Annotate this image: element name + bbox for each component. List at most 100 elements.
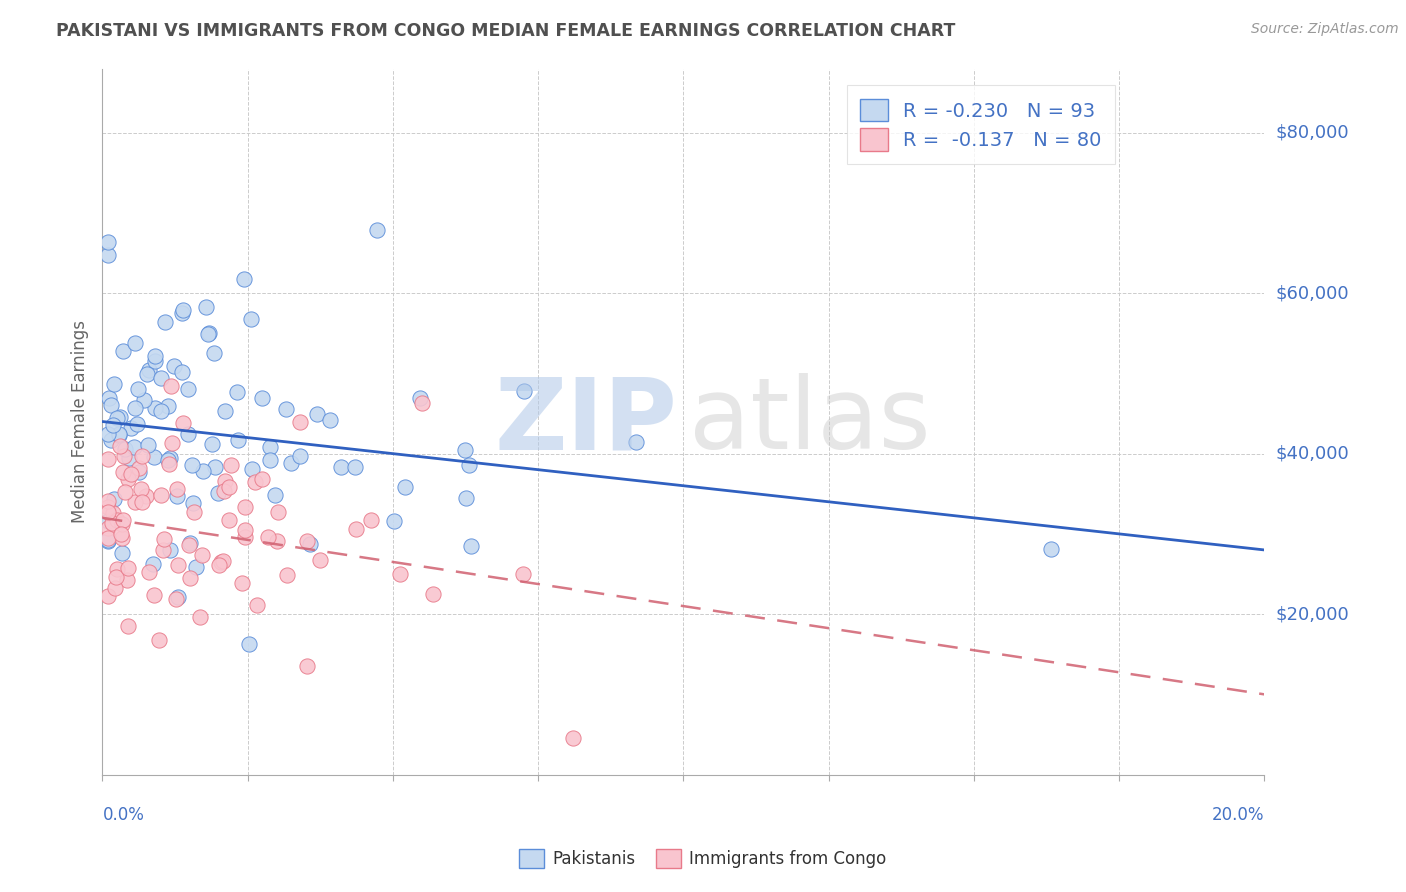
Point [108,409,131,424]
Point [305,407,328,421]
Point [166,483,188,497]
Point [204,460,226,475]
Point [170,306,193,320]
Point [177,426,200,441]
Legend: R = -0.230   N = 93, R =  -0.137   N = 80: R = -0.230 N = 93, R = -0.137 N = 80 [846,86,1115,164]
Point [118,450,141,465]
Point [97,500,120,514]
Point [103,376,125,391]
Point [233,271,256,285]
Point [225,385,247,400]
Point [204,345,226,359]
Point [108,428,131,442]
Point [105,562,128,576]
Point [142,558,165,572]
Point [138,565,160,579]
Text: 20.0%: 20.0% [1212,806,1264,824]
Point [561,731,583,746]
Point [198,326,221,341]
Point [422,587,444,601]
Point [276,568,298,582]
Point [97,427,120,442]
Y-axis label: Median Female Earnings: Median Female Earnings [72,320,89,523]
Point [112,449,135,463]
Point [136,368,159,382]
Text: $20,000: $20,000 [1275,605,1350,624]
Point [394,480,416,494]
Point [183,505,205,519]
Point [250,472,273,486]
Point [257,530,280,544]
Point [212,554,235,568]
Point [143,450,166,465]
Point [238,637,260,651]
Text: PAKISTANI VS IMMIGRANTS FROM CONGO MEDIAN FEMALE EARNINGS CORRELATION CHART: PAKISTANI VS IMMIGRANTS FROM CONGO MEDIA… [56,22,956,40]
Text: 0.0%: 0.0% [103,806,145,824]
Point [97,248,120,262]
Point [297,533,319,548]
Point [98,391,121,405]
Point [152,543,174,558]
Point [163,359,186,373]
Point [512,384,534,399]
Point [101,507,124,521]
Point [165,592,187,607]
Point [103,492,125,507]
Point [97,589,120,603]
Point [136,438,159,452]
Point [143,349,166,363]
Point [360,513,382,527]
Point [120,421,142,435]
Point [167,590,190,604]
Point [191,464,214,478]
Point [120,467,142,482]
Point [131,494,153,508]
Point [172,417,194,431]
Point [266,534,288,549]
Point [295,658,318,673]
Point [191,549,214,563]
Point [207,486,229,500]
Point [143,354,166,368]
Point [298,537,321,551]
Point [259,441,281,455]
Point [104,582,127,596]
Point [167,558,190,572]
Point [228,433,250,447]
Point [108,427,131,442]
Point [180,458,202,472]
Point [112,343,135,358]
Point [142,588,165,602]
Point [111,465,134,479]
Point [160,436,183,450]
Point [152,533,174,547]
Point [105,410,128,425]
Point [100,434,122,448]
Point [159,450,181,465]
Point [409,391,432,405]
Point [145,401,167,416]
Point [240,461,263,475]
Point [218,513,240,527]
Point [124,401,146,415]
Point [512,566,534,581]
Point [135,489,157,503]
Point [97,235,120,249]
Point [235,500,257,515]
Point [124,495,146,509]
Point [100,398,122,412]
Text: atlas: atlas [689,373,931,470]
Point [259,453,281,467]
Point [166,489,188,503]
Point [110,527,132,541]
Point [97,514,120,528]
Point [111,546,134,560]
Point [134,393,156,408]
Point [179,535,201,549]
Point [117,619,139,633]
Point [97,494,120,508]
Point [218,480,240,494]
Point [114,442,136,457]
Point [97,533,120,548]
Point [105,570,128,584]
